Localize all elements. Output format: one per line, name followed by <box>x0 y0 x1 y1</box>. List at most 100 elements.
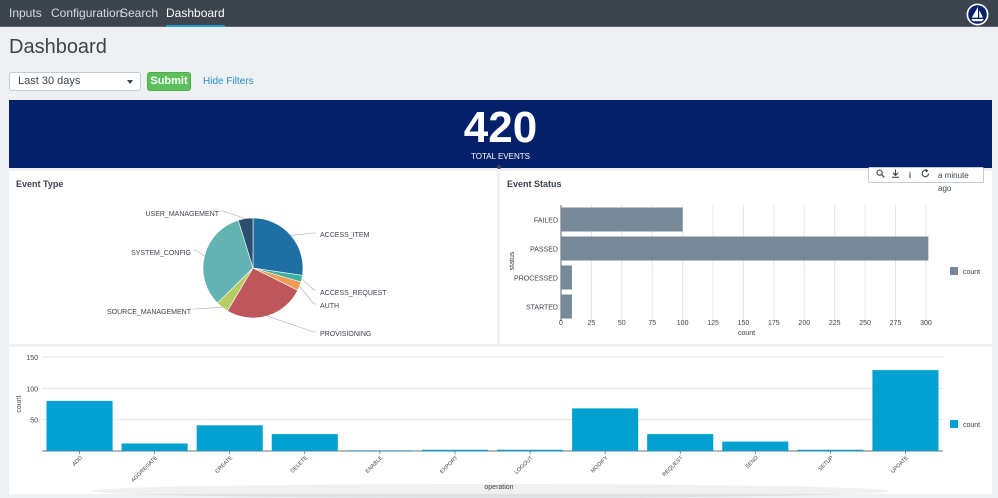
x-tick-label-enable: ENABLE <box>365 455 385 475</box>
pie-label-provisioning: PROVISIONING <box>320 331 371 338</box>
y-tick-label: 150 <box>26 355 38 362</box>
x-tick-label-send: SEND <box>745 455 760 470</box>
x-tick-label: 0 <box>559 320 563 327</box>
x-tick-label: 150 <box>738 320 750 327</box>
sailboat-logo-icon[interactable] <box>966 3 989 26</box>
x-tick-label-export: EXPORT <box>439 455 460 476</box>
bar-processed <box>561 265 572 290</box>
top-navbar: Inputs Configuration Search Dashboard <box>0 0 998 27</box>
pie-label-user-management: USER_MANAGEMENT <box>145 211 219 218</box>
x-tick-label-add: ADD <box>71 455 83 467</box>
bar-send <box>722 441 789 451</box>
pie-leader-line <box>290 232 316 236</box>
x-tick-label: 100 <box>677 320 689 327</box>
x-tick-label-modify: MODIFY <box>590 455 610 475</box>
bar-request <box>647 434 714 451</box>
x-tick-label: 275 <box>890 320 902 327</box>
x-axis-title: operation <box>484 484 513 491</box>
x-tick-label: 125 <box>707 320 719 327</box>
pie-leader-line <box>193 307 223 310</box>
page-title: Dashboard <box>9 36 107 58</box>
pie-label-access-item: ACCESS_ITEM <box>320 232 370 239</box>
hide-filters-link[interactable]: Hide Filters <box>203 76 254 87</box>
legend-swatch <box>950 420 958 428</box>
x-tick-label-aggregate: AGGREGATE <box>130 455 159 484</box>
x-tick-label: 200 <box>798 320 810 327</box>
total-events-label: TOTAL EVENTS <box>471 152 530 161</box>
y-axis-title: count <box>16 395 23 412</box>
bar-setup <box>797 449 864 451</box>
x-tick-label: 175 <box>768 320 780 327</box>
event-type-panel: Event Type ACCESS_ITEM ACCESS_REQUEST AUTH… <box>9 171 497 344</box>
x-tick-label: 75 <box>648 320 656 327</box>
event-status-bar-chart: 0 25 50 75 100 125 150 175 200 225 250 275 300 FAILED… <box>509 205 980 337</box>
x-tick-label: 225 <box>829 320 841 327</box>
nav-search[interactable]: Search <box>120 6 159 20</box>
bottom-shadow <box>90 484 890 498</box>
bar-passed <box>561 236 929 261</box>
event-status-panel: Event Status 0 25 50 75 100 125 150 175 200 225 25… <box>500 171 992 344</box>
bar-create <box>196 425 263 451</box>
operations-panel: 50 100 150 ADD AGGREGATE CREATE DELETE ENABLE EX… <box>9 347 992 494</box>
x-tick-label-update: UPDATE <box>890 455 910 475</box>
bar-started <box>561 294 572 319</box>
pie-label-access-request: ACCESS_REQUEST <box>320 290 387 297</box>
caret-down-icon <box>127 80 133 84</box>
x-axis-title: count <box>738 330 755 337</box>
nav-inputs[interactable]: Inputs <box>9 6 42 20</box>
x-tick-label-request: REQUEST <box>662 455 685 478</box>
y-tick-label-processed: PROCESSED <box>514 276 558 283</box>
panel-toolbar: i a minute ago <box>868 167 984 193</box>
pie-label-source-management: SOURCE_MANAGEMENT <box>107 309 192 316</box>
pie-slice-access-item <box>252 217 304 276</box>
x-tick-label: 250 <box>859 320 871 327</box>
nav-configuration[interactable]: Configuration <box>51 6 123 20</box>
info-icon[interactable]: i <box>908 171 912 180</box>
pie-leader-line <box>299 286 316 305</box>
x-tick-label: 300 <box>920 320 932 327</box>
x-tick-label-delete: DELETE <box>290 455 310 475</box>
refresh-icon[interactable] <box>919 168 931 182</box>
pie-leader-line <box>301 278 316 291</box>
operations-bar-chart: 50 100 150 ADD AGGREGATE CREATE DELETE ENABLE EX… <box>16 355 980 491</box>
x-tick-label: 25 <box>588 320 596 327</box>
bar-logout <box>497 449 564 451</box>
x-tick-label: 50 <box>618 320 626 327</box>
x-tick-label-logout: LOGOUT <box>514 455 535 476</box>
total-events-panel: 420 TOTAL EVENTS <box>9 100 992 168</box>
bar-failed <box>561 207 683 232</box>
pie-leader-line <box>221 210 246 219</box>
bar-aggregate <box>121 443 188 451</box>
refresh-time-text: a minute ago <box>938 171 969 193</box>
time-range-value: Last 30 days <box>18 75 81 87</box>
submit-button[interactable]: Submit <box>147 72 191 91</box>
bar-add <box>46 400 113 451</box>
pie-leader-line <box>193 249 205 257</box>
event-type-title: Event Type <box>16 179 64 189</box>
download-icon[interactable] <box>889 169 901 182</box>
search-icon[interactable] <box>874 169 886 182</box>
y-tick-label-passed: PASSED <box>530 247 558 254</box>
y-axis-title: status <box>509 251 516 270</box>
y-tick-label-started: STARTED <box>526 305 558 312</box>
y-tick-label: 100 <box>26 386 38 393</box>
nav-dashboard[interactable]: Dashboard <box>166 0 225 27</box>
event-type-pie-chart: ACCESS_ITEM ACCESS_REQUEST AUTH PROVISIONIN… <box>107 210 387 338</box>
time-range-picker[interactable]: Last 30 days <box>9 72 141 91</box>
bar-modify <box>572 408 639 451</box>
pie-slice-user-management <box>237 217 254 269</box>
pie-leader-line <box>266 315 316 333</box>
bar-update <box>872 370 939 451</box>
x-tick-label-create: CREATE <box>214 455 234 475</box>
bar-enable <box>346 450 413 451</box>
pie-label-system-config: SYSTEM_CONFIG <box>131 250 191 257</box>
bar-export <box>421 449 488 451</box>
total-events-value: 420 <box>463 103 538 152</box>
pie-label-auth: AUTH <box>320 303 339 310</box>
legend-swatch <box>950 267 958 275</box>
panel-drag-handle[interactable] <box>497 165 501 169</box>
event-status-title: Event Status <box>507 179 562 189</box>
legend-label: count <box>963 422 980 429</box>
bar-delete <box>271 434 338 451</box>
y-tick-label-failed: FAILED <box>534 218 558 225</box>
